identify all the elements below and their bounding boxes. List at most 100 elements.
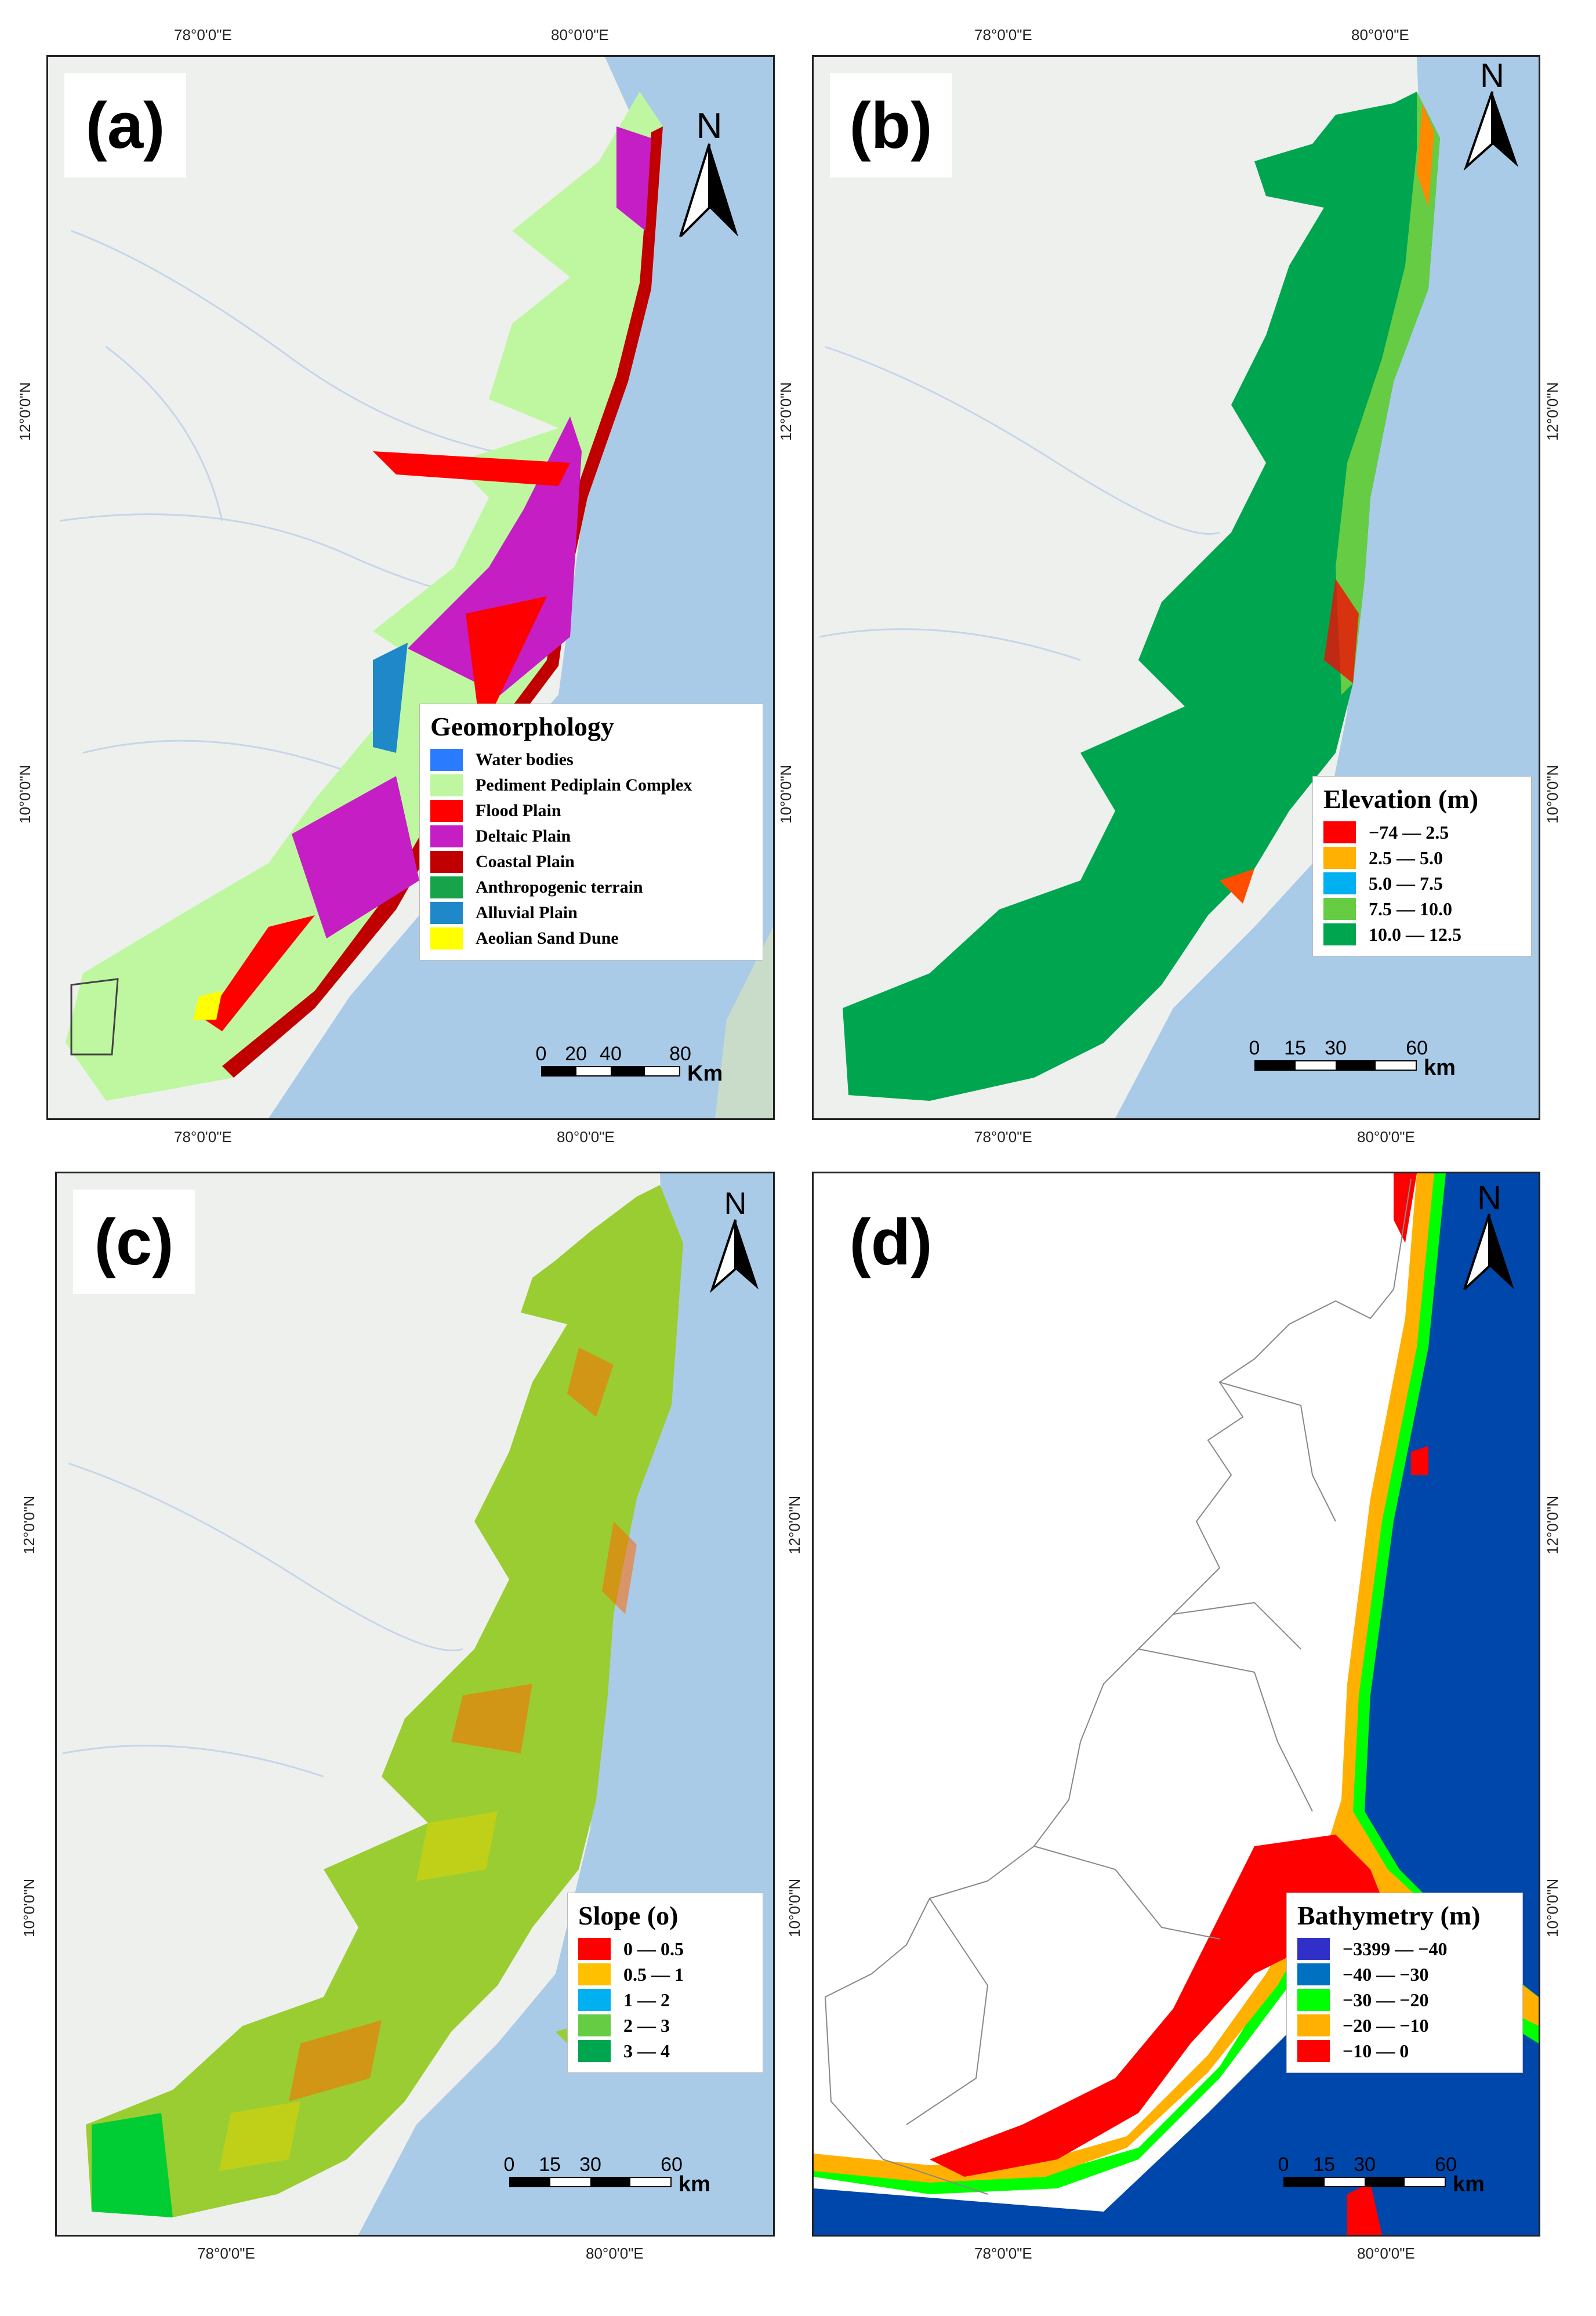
legend-item: −10 — 0 xyxy=(1297,2040,1512,2062)
legend-swatch xyxy=(1323,923,1356,945)
panel-label-d: (d) xyxy=(830,1190,952,1294)
legend-item: Coastal Plain xyxy=(430,851,752,873)
coord-right-12-a: 12°0'0"N xyxy=(777,382,795,441)
coord-left-10-d: 10°0'0"N xyxy=(786,1878,803,1937)
legend-item: 0 — 0.5 xyxy=(578,1938,752,1960)
legend-swatch xyxy=(1323,821,1356,843)
coord-top-78-a: 78°0'0"E xyxy=(174,26,232,44)
scale-segment xyxy=(1285,2178,1325,2186)
legend-swatch xyxy=(430,902,463,924)
legend-label: Anthropogenic terrain xyxy=(476,878,643,897)
scale-segment xyxy=(611,1067,645,1075)
legend-label: 2 — 3 xyxy=(623,2014,670,2036)
scale-tick-label: 0 xyxy=(535,1043,547,1065)
legend-label: 1 — 2 xyxy=(623,1989,670,2010)
scale-tick-label: 40 xyxy=(600,1043,622,1065)
legend-swatch xyxy=(430,876,463,898)
legend-swatch xyxy=(1323,847,1356,869)
legend-items: Water bodies Pediment Pediplain Complex Fl… xyxy=(430,749,752,949)
scale-segment xyxy=(510,2178,550,2186)
scale-bar-c: 0 15 30 60 km xyxy=(504,2154,710,2197)
scale-segment xyxy=(550,2178,590,2186)
legend-swatch xyxy=(578,1963,611,1985)
basemap-d xyxy=(814,1173,1539,2235)
legend-title: Geomorphology xyxy=(430,712,614,741)
scale-unit: km xyxy=(1424,1056,1456,1080)
legend-items: −3399 — −40 −40 — −30 −30 — −20 −20 — −10 −1… xyxy=(1297,1938,1512,2062)
panel-d: (d) N Bathymetry (m) −3399 — −40 −40 — −3… xyxy=(812,1172,1540,2237)
legend-geomorphology: Geomorphology Water bodies Pediment Pedip… xyxy=(419,704,763,961)
legend-item: 2.5 — 5.0 xyxy=(1323,847,1521,869)
legend-swatch xyxy=(430,927,463,949)
legend-label: 10.0 — 12.5 xyxy=(1369,923,1461,945)
legend-swatch xyxy=(430,851,463,873)
legend-swatch xyxy=(1297,1989,1330,2011)
legend-swatch xyxy=(578,1989,611,2011)
legend-label: Alluvial Plain xyxy=(476,903,578,922)
coord-bottom-80-a: 80°0'0"E xyxy=(557,1128,615,1146)
legend-title: Bathymetry (m) xyxy=(1297,1901,1481,1930)
scale-tick-label: 15 xyxy=(539,2154,561,2176)
coord-top-80-b: 80°0'0"E xyxy=(1351,26,1409,44)
scale-segment xyxy=(1405,2178,1445,2186)
legend-item: Water bodies xyxy=(430,749,752,771)
scale-segment xyxy=(630,2178,670,2186)
legend-item: Pediment Pediplain Complex xyxy=(430,774,752,796)
scale-tick-label: 80 xyxy=(669,1043,691,1065)
scale-unit: Km xyxy=(687,1061,723,1086)
scale-tick-labels: 0 15 30 60 xyxy=(504,2154,683,2177)
legend-item: Aeolian Sand Dune xyxy=(430,927,752,949)
scale-tick-label: 15 xyxy=(1284,1037,1306,1059)
legend-items: 0 — 0.5 0.5 — 1 1 — 2 2 — 3 3 — 4 xyxy=(578,1938,752,2062)
scale-segment xyxy=(645,1067,679,1075)
coord-left-12-a: 12°0'0"N xyxy=(16,382,34,441)
scale-tick-label: 0 xyxy=(1249,1037,1260,1059)
scale-unit: km xyxy=(1453,2172,1485,2197)
legend-item: 1 — 2 xyxy=(578,1989,752,2011)
legend-item: −20 — −10 xyxy=(1297,2014,1512,2036)
legend-swatch xyxy=(1297,2014,1330,2036)
legend-label: Aeolian Sand Dune xyxy=(476,929,619,948)
panel-a: (a) N Geomorphology Water bodies Pediment… xyxy=(46,55,775,1120)
coord-right-10-b: 10°0'0"N xyxy=(1544,764,1561,824)
coord-right-12-d: 12°0'0"N xyxy=(1544,1495,1561,1554)
svg-text:N: N xyxy=(1480,57,1504,95)
coord-right-10-a: 10°0'0"N xyxy=(777,764,795,824)
legend-item: 5.0 — 7.5 xyxy=(1323,872,1521,894)
legend-swatch xyxy=(578,2014,611,2036)
legend-item: Alluvial Plain xyxy=(430,902,752,924)
scale-tick-labels: 0 20 40 80 xyxy=(536,1043,691,1066)
panel-c: (c) N Slope (o) 0 — 0.5 0.5 — 1 1 — 2 2 — 3… xyxy=(55,1172,775,2237)
legend-swatch xyxy=(430,774,463,796)
scale-segment xyxy=(1325,2178,1365,2186)
scale-segment xyxy=(1256,1061,1296,1070)
scale-bar-segments xyxy=(541,1066,680,1077)
legend-item: Flood Plain xyxy=(430,800,752,822)
panel-label-a: (a) xyxy=(64,73,186,177)
coord-bottom-78-c: 78°0'0"E xyxy=(197,2245,255,2262)
legend-swatch xyxy=(1297,1938,1330,1960)
scale-bar-segments xyxy=(1254,1060,1417,1071)
legend-slope: Slope (o) 0 — 0.5 0.5 — 1 1 — 2 2 — 3 3 — 4 xyxy=(567,1893,763,2073)
scale-tick-label: 0 xyxy=(503,2154,515,2176)
scale-bar-segments xyxy=(509,2177,672,2187)
coord-bottom-78-d: 78°0'0"E xyxy=(974,2245,1032,2262)
legend-item: −74 — 2.5 xyxy=(1323,821,1521,843)
legend-item: Anthropogenic terrain xyxy=(430,876,752,898)
scale-tick-label: 30 xyxy=(579,2154,601,2176)
north-arrow-icon: N xyxy=(1463,57,1518,171)
scale-segment xyxy=(1376,1061,1416,1070)
legend-label: −20 — −10 xyxy=(1343,2014,1429,2036)
legend-label: Water bodies xyxy=(476,750,574,769)
scale-segment xyxy=(1365,2178,1405,2186)
legend-label: −40 — −30 xyxy=(1343,1963,1429,1985)
scale-tick-labels: 0 15 30 60 xyxy=(1249,1037,1428,1060)
scale-tick-label: 30 xyxy=(1325,1037,1347,1059)
legend-swatch xyxy=(1323,898,1356,920)
legend-item: −30 — −20 xyxy=(1297,1989,1512,2011)
north-arrow-icon: N xyxy=(679,106,738,237)
scale-tick-label: 30 xyxy=(1354,2154,1376,2176)
coord-top-80-a: 80°0'0"E xyxy=(551,26,609,44)
legend-label: Coastal Plain xyxy=(476,852,575,871)
scale-segment xyxy=(1336,1061,1376,1070)
